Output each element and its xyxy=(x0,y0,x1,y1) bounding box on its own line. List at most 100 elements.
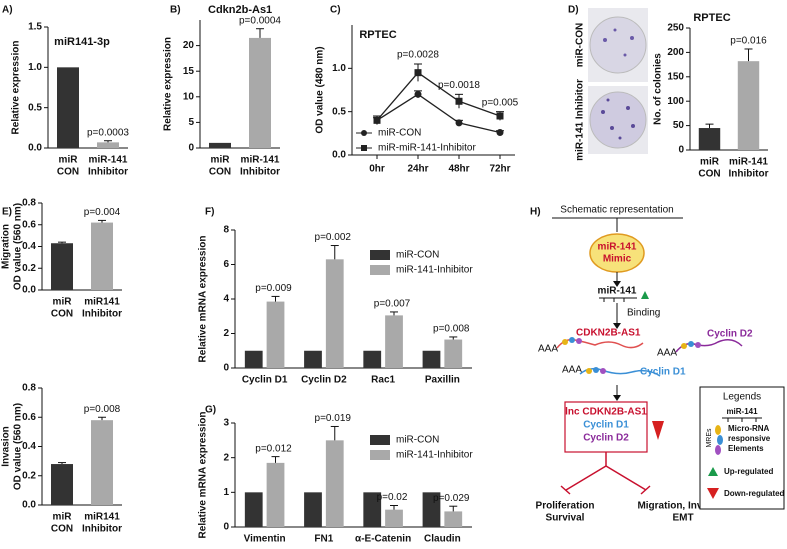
marker xyxy=(455,119,463,127)
x-tick-label: α-E-Catenin xyxy=(355,534,411,545)
y-tick-label: 2 xyxy=(223,328,229,339)
mre xyxy=(688,341,694,347)
schematic: H) Schematic representation miR-141 Mimi… xyxy=(530,205,785,524)
legend-label: miR-141-Inhibitor xyxy=(396,450,473,461)
y-axis-label: Migration xyxy=(1,224,12,269)
legend-title: Legends xyxy=(723,392,761,403)
bar xyxy=(422,350,441,368)
y-tick-label: 0 xyxy=(223,522,229,533)
bar xyxy=(444,339,463,368)
x-tick-label: 0hr xyxy=(369,164,385,175)
result-label: lnc CDKN2B-AS1 xyxy=(565,407,647,418)
x-tick-label: miR-141 xyxy=(729,157,768,168)
x-tick-label: Paxillin xyxy=(425,375,460,386)
outcome: EMT xyxy=(672,513,693,524)
bar xyxy=(209,142,231,148)
bar xyxy=(325,440,344,527)
x-tick-label: miR xyxy=(59,155,79,166)
y-tick-label: 50 xyxy=(673,120,685,131)
colony xyxy=(613,28,617,32)
chart-title: RPTEC xyxy=(359,29,396,41)
p-value: p=0.016 xyxy=(730,36,767,47)
colony xyxy=(630,36,634,40)
result-label: Cyclin D2 xyxy=(583,433,629,444)
binding-label: Binding xyxy=(627,308,660,319)
y-tick-label: 200 xyxy=(667,47,684,58)
outcome: Proliferation xyxy=(536,501,595,512)
mirna: miR-141 xyxy=(598,286,637,297)
p-value: p=0.0003 xyxy=(87,127,129,138)
p-value: p=0.005 xyxy=(482,97,519,108)
y-tick-label: 5 xyxy=(188,117,194,128)
x-tick-label: 48hr xyxy=(448,164,469,175)
x-tick-label: Inhibitor xyxy=(729,169,769,180)
x-tick-label: Inhibitor xyxy=(82,309,122,320)
legend-swatch xyxy=(370,450,390,460)
x-tick-label: miR xyxy=(53,512,73,523)
y-tick-label: 1.0 xyxy=(332,63,346,74)
bar xyxy=(304,350,322,368)
y-tick-label: 20 xyxy=(183,40,195,51)
marker xyxy=(496,128,504,136)
up-triangle xyxy=(641,291,649,299)
x-tick-label: CON xyxy=(209,167,231,178)
x-tick-label: FN1 xyxy=(314,534,333,545)
bar xyxy=(698,128,721,150)
y-tick-label: 0.2 xyxy=(22,470,36,481)
legend-label: miR-141-Inhibitor xyxy=(396,265,473,276)
y-tick-label: 0.2 xyxy=(22,263,36,274)
outcome: Migration, Invasion xyxy=(637,501,728,512)
bar xyxy=(422,492,441,527)
colony xyxy=(631,124,635,128)
bar xyxy=(444,511,463,527)
y-axis-label: Relative mRNA expression xyxy=(198,412,209,539)
target-label: Cyclin D1 xyxy=(640,367,686,378)
y-tick-label: 4 xyxy=(223,294,229,305)
bar xyxy=(249,37,271,148)
y-tick-label: 0.0 xyxy=(332,150,346,161)
x-tick-label: CON xyxy=(698,169,720,180)
diagram-title: Schematic representation xyxy=(560,205,673,216)
poly-a: AAA xyxy=(657,348,677,359)
y-tick-label: 8 xyxy=(223,225,229,236)
dish xyxy=(589,16,647,74)
arrowhead xyxy=(613,395,621,401)
p-value: p=0.012 xyxy=(255,443,292,454)
poly-a: AAA xyxy=(538,344,558,355)
chart-title: Cdkn2b-As1 xyxy=(208,4,272,16)
y-tick-label: 150 xyxy=(667,71,684,82)
mre xyxy=(586,368,592,374)
bar xyxy=(363,492,382,527)
p-value: p=0.029 xyxy=(433,493,470,504)
y-tick-label: 0.5 xyxy=(28,102,42,113)
legend-label: miR-CON xyxy=(396,435,439,446)
panel-label: B) xyxy=(170,5,181,16)
x-tick-label: miR141 xyxy=(84,512,120,523)
legend-swatch xyxy=(370,435,390,445)
marker xyxy=(373,116,381,124)
colony xyxy=(610,126,614,130)
x-tick-label: Vimentin xyxy=(244,534,286,545)
legend-swatch xyxy=(370,250,390,260)
x-tick-label: miR141 xyxy=(84,297,120,308)
x-tick-label: Claudin xyxy=(424,534,461,545)
p-value: p=0.02 xyxy=(377,492,408,503)
p-value: p=0.0028 xyxy=(397,50,439,61)
colony xyxy=(623,53,627,57)
p-value: p=0.008 xyxy=(84,404,121,415)
y-tick-label: 0.4 xyxy=(22,441,36,452)
y-tick-label: 6 xyxy=(223,259,229,270)
y-axis-label: Invasion xyxy=(1,426,12,467)
panel-label: A) xyxy=(2,5,13,16)
y-tick-label: 15 xyxy=(183,66,195,77)
panel-label: H) xyxy=(530,207,541,218)
p-value: p=0.008 xyxy=(433,324,470,335)
p-value: p=0.0004 xyxy=(239,15,281,26)
outcome: Survival xyxy=(546,513,585,524)
x-tick-label: Rac1 xyxy=(371,375,395,386)
x-tick-label: Cyclin D1 xyxy=(242,375,288,386)
mre xyxy=(715,425,721,435)
y-axis-label: OD value (480 nm) xyxy=(315,46,326,133)
bar xyxy=(363,350,382,368)
mre xyxy=(600,368,606,374)
